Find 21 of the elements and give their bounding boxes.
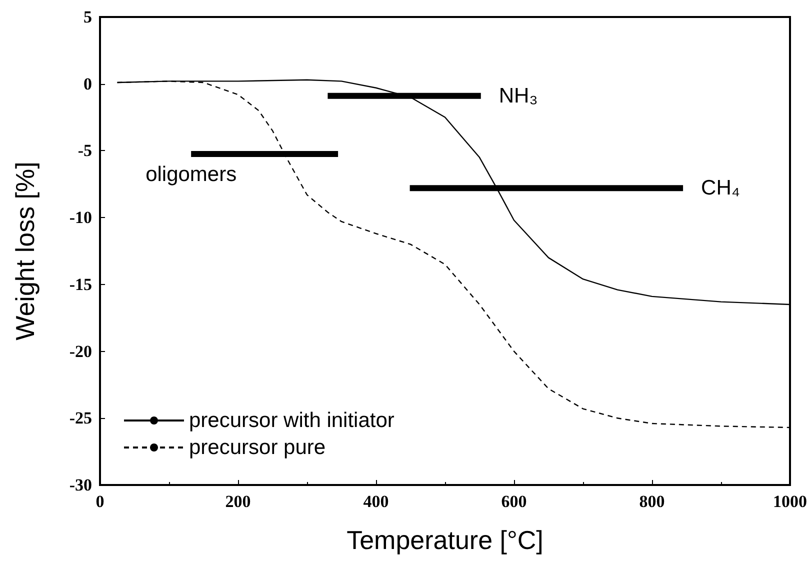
x-tick-label: 200 <box>225 492 251 511</box>
y-tick-label: -15 <box>69 274 92 294</box>
x-tick-label: 400 <box>363 492 389 511</box>
legend-label: precursor pure <box>189 436 326 459</box>
y-tick-label: -30 <box>69 476 92 494</box>
series-label: NH₃ <box>498 84 538 108</box>
y-tick-label: 5 <box>84 8 92 26</box>
x-tick-label: 0 <box>96 492 104 511</box>
series-label: CH₄ <box>701 176 740 200</box>
y-tick-label: -5 <box>78 141 92 160</box>
legend-label: precursor with initiator <box>189 409 394 432</box>
y-tick-label: 0 <box>84 74 92 94</box>
y-tick-label: -10 <box>69 208 92 228</box>
y-tick-label: -25 <box>69 408 92 428</box>
y-axis-title: Weight loss [%] <box>10 162 40 340</box>
x-tick-label: 600 <box>501 492 527 511</box>
x-tick-label: 1000 <box>773 492 807 511</box>
x-tick-label: 800 <box>639 492 665 511</box>
series-label: oligomers <box>146 163 237 186</box>
y-tick-label: -20 <box>69 342 92 361</box>
x-axis-title: Temperature [°C] <box>346 525 544 555</box>
